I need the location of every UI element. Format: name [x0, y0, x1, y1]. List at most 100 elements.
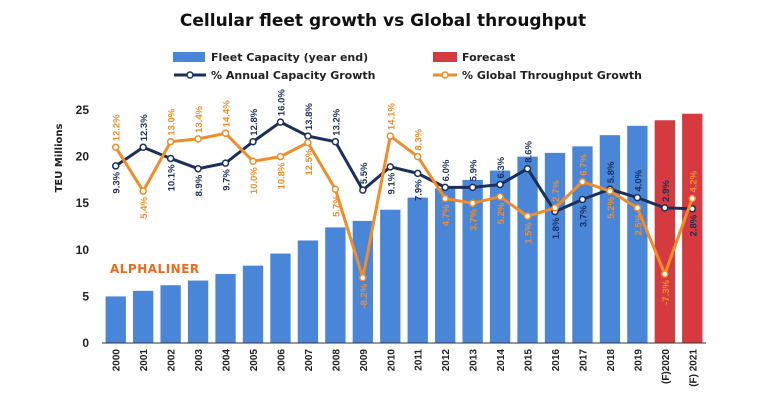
capacity-growth-point — [661, 204, 669, 212]
capacity-growth-point — [578, 195, 587, 204]
capacity-growth-label: 12.3% — [139, 114, 150, 141]
capacity-growth-label: 2.8% — [688, 214, 699, 236]
capacity-growth-point — [523, 164, 532, 173]
x-tick-label: 2015 — [524, 349, 535, 372]
capacity-growth-label: 1.8% — [551, 217, 562, 239]
x-tick-label: 2016 — [551, 349, 562, 372]
y-tick-label: 25 — [76, 103, 90, 117]
throughput-growth-point — [139, 187, 147, 195]
throughput-growth-point — [441, 194, 449, 203]
y-tick-label: 0 — [82, 336, 89, 350]
throughput-growth-point — [606, 187, 614, 195]
fleet-bar — [270, 253, 291, 343]
legend-fleet-label: Fleet Capacity (year end) — [211, 51, 368, 64]
throughput-growth-point — [688, 194, 697, 203]
fleet-bar — [325, 227, 346, 343]
throughput-growth-point — [386, 132, 395, 140]
throughput-growth-point — [331, 185, 340, 193]
x-tick-label: 2003 — [194, 349, 205, 372]
capacity-growth-label: 6.0% — [441, 159, 452, 181]
throughput-growth-label: 1.5% — [524, 222, 535, 244]
throughput-growth-point — [166, 137, 175, 146]
legend-throughput-marker — [441, 71, 449, 79]
brand-watermark: ALPHALINER — [110, 262, 200, 276]
fleet-bar — [242, 265, 264, 343]
x-tick-label: 2006 — [276, 349, 287, 372]
fleet-bar — [572, 146, 593, 343]
forecast-bar — [682, 113, 703, 343]
capacity-growth-label: 5.5% — [359, 162, 370, 184]
fleet-bar — [133, 290, 154, 343]
throughput-growth-point — [304, 138, 312, 147]
throughput-growth-label: 2.5% — [633, 213, 644, 235]
x-tick-label: 2013 — [469, 349, 480, 372]
throughput-growth-point — [468, 199, 477, 207]
capacity-growth-point — [413, 169, 422, 178]
legend: Fleet Capacity (year end) Forecast % Ann… — [173, 51, 642, 82]
throughput-growth-label: 5.2% — [606, 197, 617, 219]
throughput-growth-point — [276, 152, 285, 161]
bars — [105, 113, 703, 344]
throughput-growth-label: 2.7% — [551, 180, 562, 202]
capacity-growth-line — [114, 120, 693, 214]
capacity-growth-point — [331, 137, 340, 146]
throughput-growth-point — [249, 157, 257, 166]
throughput-growth-point — [221, 129, 230, 138]
x-tick-label: 2007 — [304, 349, 315, 372]
y-tick-label: 15 — [76, 196, 90, 210]
capacity-growth-label: 5.9% — [469, 159, 480, 181]
x-tick-label: 2001 — [139, 349, 150, 372]
capacity-growth-label: 8.9% — [194, 174, 205, 196]
x-tick-label: 2018 — [606, 349, 617, 372]
x-tick-label: 2000 — [112, 349, 123, 372]
throughput-growth-label: 5.4% — [139, 197, 150, 219]
capacity-growth-label: 13.8% — [304, 103, 315, 130]
throughput-growth-point — [523, 212, 532, 220]
throughput-growth-point — [194, 135, 202, 143]
capacity-growth-point — [194, 164, 202, 173]
throughput-growth-label: 4.7% — [441, 204, 452, 226]
capacity-growth-label: 6.3% — [496, 156, 507, 178]
y-tick-label: 5 — [82, 289, 89, 303]
throughput-growth-point — [359, 274, 367, 282]
x-tick-label: 2011 — [414, 349, 425, 371]
x-tick-label: (F)2020 — [661, 349, 672, 384]
capacity-growth-label: 10.1% — [167, 164, 178, 191]
x-tick-label: 2002 — [167, 349, 178, 372]
legend-forecast-label: Forecast — [462, 51, 515, 64]
y-tick-label: 10 — [76, 243, 90, 257]
fleet-bar — [297, 240, 319, 343]
throughput-growth-point — [111, 143, 120, 152]
fleet-bar — [517, 156, 538, 343]
fleet-bar — [105, 296, 126, 343]
capacity-growth-label: 3.7% — [578, 205, 589, 227]
throughput-growth-label: 14.4% — [222, 100, 233, 127]
capacity-growth-label: 12.8% — [249, 108, 260, 135]
throughput-growth-label: 6.7% — [578, 154, 589, 176]
throughput-growth-label: -7.3% — [661, 279, 672, 304]
capacity-growth-label: 9.7% — [222, 169, 233, 191]
fleet-bar — [187, 280, 209, 343]
y-tick-label: 20 — [76, 150, 90, 164]
capacity-growth-point — [166, 154, 175, 163]
fleet-bar — [435, 188, 456, 343]
throughput-growth-line — [114, 131, 694, 280]
throughput-growth-label: 4.2% — [688, 170, 699, 192]
capacity-growth-point — [111, 162, 120, 170]
throughput-growth-label: 5.7% — [331, 195, 342, 217]
legend-throughput-label: % Global Throughput Growth — [462, 69, 642, 82]
x-tick-label: 2019 — [633, 349, 644, 372]
capacity-growth-label: 13.2% — [331, 108, 342, 135]
throughput-growth-label: 12.2% — [112, 114, 123, 141]
x-tick-label: 2008 — [331, 349, 342, 372]
capacity-growth-point — [468, 183, 477, 192]
x-tick-label: (F) 2021 — [688, 349, 699, 387]
capacity-growth-label: 4.0% — [633, 169, 644, 191]
throughput-growth-label: 5.2% — [496, 202, 507, 224]
capacity-growth-label: 16.0% — [276, 89, 287, 116]
fleet-bar — [160, 285, 181, 343]
fleet-bar — [544, 152, 566, 343]
capacity-growth-label: 5.8% — [606, 161, 617, 183]
capacity-growth-label: 9.3% — [112, 171, 123, 193]
